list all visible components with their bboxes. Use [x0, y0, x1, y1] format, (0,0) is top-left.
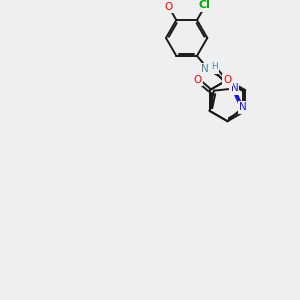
Text: Cl: Cl — [199, 0, 211, 10]
Text: N: N — [231, 83, 238, 94]
Text: H: H — [211, 61, 217, 70]
Text: O: O — [210, 62, 218, 72]
Text: O: O — [224, 75, 232, 85]
Text: O: O — [165, 2, 173, 12]
Text: N: N — [239, 102, 247, 112]
Text: N: N — [201, 64, 209, 74]
Text: O: O — [194, 75, 202, 85]
